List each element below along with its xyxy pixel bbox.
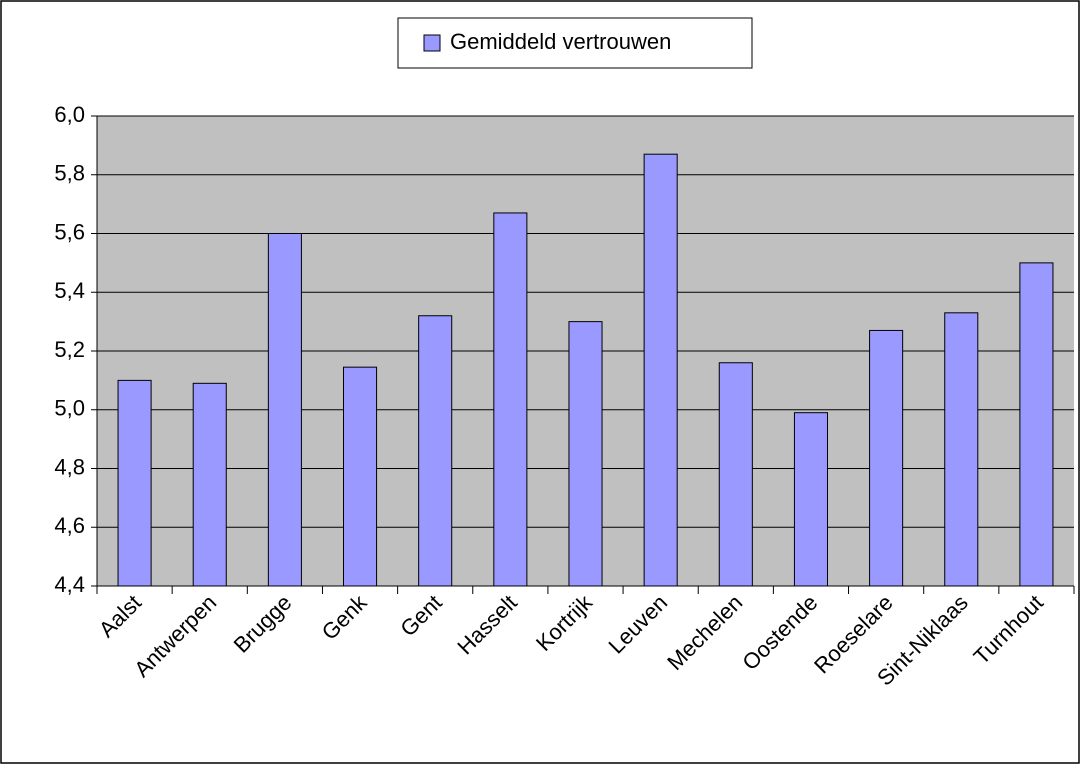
bar bbox=[343, 366, 378, 587]
legend-label: Gemiddeld vertrouwen bbox=[450, 29, 671, 54]
legend-box bbox=[397, 17, 753, 69]
legend-swatch bbox=[423, 34, 441, 52]
bar bbox=[1019, 262, 1054, 587]
bar bbox=[793, 412, 828, 587]
bar bbox=[418, 315, 453, 587]
bar bbox=[944, 312, 979, 587]
bar bbox=[718, 362, 753, 587]
y-tick-label: 4,8 bbox=[54, 454, 85, 479]
y-tick-label: 4,6 bbox=[54, 513, 85, 538]
bar bbox=[493, 212, 528, 587]
y-tick-label: 6,0 bbox=[54, 102, 85, 127]
bar bbox=[869, 329, 904, 587]
y-tick-label: 4,4 bbox=[54, 572, 85, 597]
bar bbox=[568, 321, 603, 587]
bar bbox=[117, 379, 152, 587]
bar bbox=[643, 153, 678, 587]
bar bbox=[192, 382, 227, 587]
y-tick-label: 5,8 bbox=[54, 161, 85, 186]
y-tick-label: 5,0 bbox=[54, 396, 85, 421]
bar bbox=[267, 233, 302, 587]
y-tick-label: 5,4 bbox=[54, 278, 85, 303]
y-tick-label: 5,2 bbox=[54, 337, 85, 362]
y-tick-label: 5,6 bbox=[54, 219, 85, 244]
legend: Gemiddeld vertrouwen bbox=[397, 17, 753, 69]
